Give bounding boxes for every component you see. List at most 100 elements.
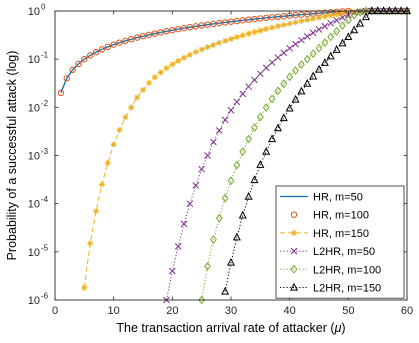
- series-5-point-24: [333, 26, 341, 36]
- series-6-point-12: [285, 103, 294, 112]
- x-axis-title-end: ): [341, 321, 345, 335]
- series-2-point-19: [163, 28, 170, 35]
- series-5-point-18: [297, 60, 305, 70]
- series-5-point-23: [327, 32, 335, 42]
- series-3-point-44: [333, 11, 340, 18]
- series-3-point-21: [198, 46, 205, 53]
- series-3-point-27: [233, 34, 240, 41]
- series-3-point-28: [239, 32, 246, 39]
- series-3-point-35: [280, 21, 287, 28]
- x-tick-label-40: 40: [284, 305, 296, 317]
- series-3-point-38: [298, 18, 305, 25]
- series-4-point-17: [256, 70, 264, 78]
- legend-label-1: HR, m=50: [313, 192, 363, 204]
- series-2-point-32: [239, 17, 246, 24]
- series-4-point-8: [204, 152, 211, 159]
- series-4-point-32: [344, 11, 352, 19]
- series-2-point-20: [169, 26, 176, 34]
- series-6-point-13: [291, 94, 300, 103]
- series-3-point-1: [81, 284, 88, 291]
- series-3-point-5: [104, 159, 111, 166]
- series-6-point-29: [385, 6, 394, 15]
- legend-entry-1: HR, m=50: [280, 192, 363, 204]
- series-6-point-21: [338, 38, 347, 47]
- series-5-point-3: [209, 235, 217, 244]
- series-4-point-9: [210, 138, 217, 146]
- series-6-point-5: [244, 191, 253, 200]
- series-2-point-3: [69, 66, 76, 74]
- series-3-point-4: [98, 181, 105, 188]
- series-2-point-16: [145, 31, 153, 39]
- legend-marker-3: [291, 229, 297, 236]
- legend-marker-6: [289, 282, 299, 291]
- y-tick-label-0: 10: [28, 6, 40, 18]
- legend-label-2: HR, m=100: [313, 210, 369, 222]
- series-2-point-10: [110, 41, 117, 48]
- series-4-point-11: [221, 116, 229, 124]
- series-2-point-42: [298, 11, 305, 18]
- legend-entry-2: HR, m=100: [290, 210, 369, 222]
- series-2-point-31: [233, 17, 241, 25]
- series-2-point-11: [116, 39, 123, 46]
- series-4-point-19: [268, 59, 276, 66]
- series-3-point-31: [257, 27, 264, 34]
- series-3-point-30: [251, 29, 258, 36]
- legend-entry-4: L2HR, m=50: [280, 246, 375, 258]
- series-6-point-30: [391, 6, 400, 15]
- y-tick-exponent--5: -5: [41, 243, 49, 252]
- series-3-point-37: [292, 19, 299, 26]
- series-5-point-4: [215, 213, 223, 223]
- series-6-point-17: [314, 64, 324, 73]
- y-tick-label--5: 10: [28, 247, 40, 259]
- series-3-point-24: [216, 39, 223, 46]
- series-5-point-2: [204, 261, 211, 271]
- x-axis-title: The transaction arrival rate of attacker…: [116, 321, 345, 335]
- series-6-point-9: [268, 134, 277, 143]
- series-4-point-26: [309, 29, 317, 37]
- legend-entry-3: HR, m=150: [280, 228, 369, 240]
- y-tick-label--4: 10: [28, 199, 40, 211]
- series-3-point-33: [269, 24, 276, 31]
- series-4-point-15: [245, 83, 252, 90]
- series-4-line: [165, 10, 407, 301]
- legend-box: [275, 185, 405, 299]
- y-tick-label--6: 10: [28, 295, 40, 307]
- series-6-point-31: [397, 6, 406, 15]
- series-2-point-17: [151, 30, 158, 37]
- series-3-point-34: [274, 23, 281, 30]
- series-3-point-10: [134, 94, 141, 101]
- series-6-point-3: [232, 232, 241, 241]
- series-6-point-4: [238, 210, 247, 219]
- series-2-point-22: [180, 24, 188, 32]
- series-5-point-31: [374, 6, 382, 16]
- y-tick-exponent--4: -4: [41, 195, 49, 204]
- series-4-point-10: [215, 127, 223, 134]
- series-3-point-3: [93, 208, 100, 215]
- series-5-point-29: [362, 6, 370, 16]
- series-3-point-22: [204, 44, 211, 51]
- series-4-point-22: [286, 44, 294, 52]
- series-2: [57, 7, 352, 97]
- y-tick-exponent--6: -6: [41, 292, 49, 301]
- series-3-point-40: [310, 15, 317, 22]
- series-2-point-28: [216, 19, 223, 27]
- series-3-point-23: [210, 41, 217, 48]
- series-3-point-6: [110, 141, 117, 148]
- series-2-point-30: [227, 18, 235, 25]
- series-4-point-24: [298, 36, 305, 44]
- series-3-point-39: [304, 16, 311, 23]
- series-5-point-15: [280, 79, 288, 89]
- series-2-point-43: [304, 10, 311, 18]
- series-4-point-16: [251, 76, 258, 84]
- series-2-point-1: [57, 89, 65, 97]
- series-2-point-7: [92, 48, 100, 56]
- series-2-point-35: [257, 15, 264, 22]
- series-4-point-28: [321, 22, 329, 30]
- series-2-point-25: [198, 22, 205, 29]
- series-3-point-8: [122, 114, 129, 121]
- series-5-point-12: [262, 103, 270, 112]
- series-4-point-20: [274, 54, 282, 61]
- series-3-point-18: [181, 54, 188, 61]
- legend-label-4: L2HR, m=50: [313, 246, 375, 258]
